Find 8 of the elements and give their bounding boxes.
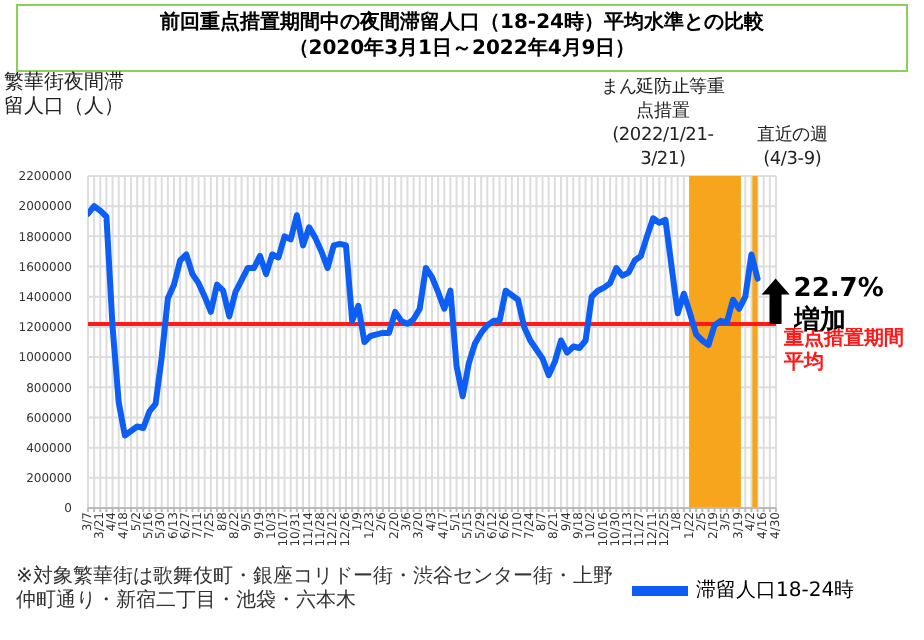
legend-label: 滞留人口18-24時 bbox=[696, 577, 855, 604]
chart-subtitle: （2020年3月1日～2022年4月9日） bbox=[286, 36, 638, 62]
chart-title: 前回重点措置期間中の夜間滞留人口（18-24時）平均水準との比較 bbox=[158, 10, 766, 36]
line-series bbox=[88, 203, 761, 439]
y-axis-title: 繁華街夜間滞留人口（人） bbox=[4, 72, 126, 120]
text: ※対象繁華街は歌舞伎町・銀座コリドー街・渋谷センター街・上野仲町通り・新宿二丁目・池袋・六本木 bbox=[16, 566, 615, 614]
band-label: まん延防止等重点措置(2022/1/21-3/21) bbox=[600, 76, 725, 172]
band-label: 直近の週(4/3-9) bbox=[755, 124, 830, 172]
